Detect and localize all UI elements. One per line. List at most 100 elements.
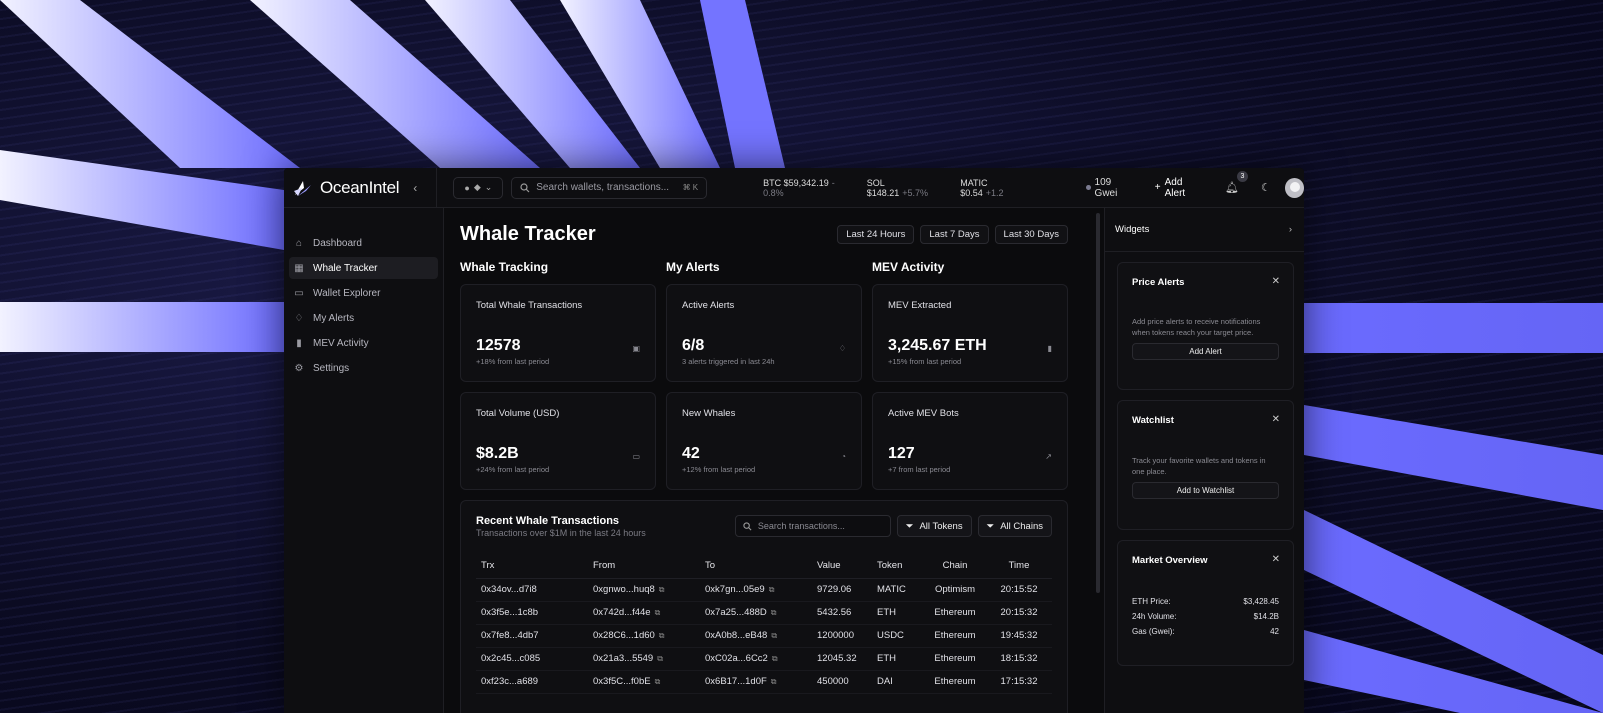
bell-icon: 🔔︎ xyxy=(1225,182,1239,194)
close-icon[interactable]: ✕ xyxy=(1271,554,1280,565)
page-header: Whale Tracker Last 24 Hours Last 7 Days … xyxy=(460,208,1068,260)
copy-icon[interactable]: ⧉ xyxy=(770,677,777,686)
copy-icon[interactable]: ⧉ xyxy=(771,654,778,663)
cell-text: Ethereum xyxy=(934,630,976,641)
cell-text: 0xf23c...a689 xyxy=(481,676,539,687)
cell-text: 0x742d...f44e xyxy=(593,607,651,618)
sidebar-item-dashboard[interactable]: ⌂ Dashboard xyxy=(289,232,438,254)
copy-icon[interactable]: ⧉ xyxy=(658,631,665,640)
copy-icon[interactable]: ⧉ xyxy=(654,608,661,617)
bell-icon: ♢ xyxy=(294,312,304,324)
sidebar-item-my-alerts[interactable]: ♢ My Alerts xyxy=(289,307,438,329)
card-value: 127 xyxy=(888,445,915,462)
widget-text: Track your favorite wallets and tokens i… xyxy=(1132,456,1266,476)
collapse-sidebar-icon[interactable]: ‹ xyxy=(413,180,418,195)
main-scrollbar[interactable] xyxy=(1096,213,1100,593)
chevron-right-icon[interactable]: › xyxy=(1288,224,1292,235)
filter-chains-button[interactable]: ⏷ All Chains xyxy=(977,515,1052,537)
table-row[interactable]: 0x34ov...d7i8 0xgnwo...huq8 ⧉ 0xk7gn...05e9… xyxy=(476,578,1052,602)
add-alert-button[interactable]: + Add Alert xyxy=(1155,177,1203,199)
col-trx[interactable]: Trx xyxy=(476,554,588,579)
table-row[interactable]: 0x7fe8...4db7 0x28C6...1d60 ⧉ 0xA0b8...eB48… xyxy=(476,624,1052,648)
table-cell: ETH xyxy=(872,601,924,625)
col-chain[interactable]: Chain xyxy=(924,554,986,579)
stat-card[interactable]: New Whales 42 +12% from last period ◔ xyxy=(666,392,862,490)
col-time[interactable]: Time xyxy=(986,554,1052,579)
market-rows: ETH Price: $3,428.45 24h Volume: $14.2B Ga… xyxy=(1132,594,1279,639)
card-value: 12578 xyxy=(476,337,521,354)
avatar[interactable] xyxy=(1284,177,1304,198)
cell-text: 5432.56 xyxy=(817,607,852,618)
range-30d-button[interactable]: Last 30 Days xyxy=(994,224,1068,244)
gas-indicator: 109 Gwei xyxy=(1085,177,1135,199)
page-title: Whale Tracker xyxy=(460,222,596,245)
copy-icon[interactable]: ⧉ xyxy=(657,654,663,663)
card-label: Active MEV Bots xyxy=(888,408,959,419)
table-cell: 19:45:32 xyxy=(986,624,1052,648)
cell-text: 20:15:32 xyxy=(1000,607,1038,618)
close-icon[interactable]: ✕ xyxy=(1271,276,1280,287)
cell-text: DAI xyxy=(877,676,893,687)
search-icon xyxy=(520,182,530,192)
range-7d-button[interactable]: Last 7 Days xyxy=(920,224,989,244)
table-cell: 20:15:52 xyxy=(986,578,1052,602)
stat-card[interactable]: Total Volume (USD) $8.2B +24% from last … xyxy=(460,392,656,490)
filter-tokens-button[interactable]: ⏷ All Tokens xyxy=(896,515,972,537)
cell-text: Ethereum xyxy=(934,607,976,618)
notification-badge: 3 xyxy=(1237,171,1248,182)
sidebar-item-settings[interactable]: ⚙ Settings xyxy=(289,357,438,379)
price-ticker: BTC $59,342.19 -0.8% SOL $148.21 +5.7% MAT… xyxy=(763,178,1030,198)
notifications-button[interactable]: 🔔︎ 3 xyxy=(1225,171,1248,194)
stat-card[interactable]: Active MEV Bots 127 +7 from last period … xyxy=(872,392,1068,490)
copy-icon[interactable]: ⧉ xyxy=(770,608,777,617)
cell-text: 0x6B17...1d0F xyxy=(705,676,767,687)
copy-icon[interactable]: ⧉ xyxy=(771,631,778,640)
col-to[interactable]: To xyxy=(700,554,812,579)
widget-title: Price Alerts xyxy=(1132,277,1185,288)
widgets-title: Widgets xyxy=(1115,224,1150,235)
sidebar-item-wallet-explorer[interactable]: ▭ Wallet Explorer xyxy=(289,282,438,304)
filter-icon: ⏷ xyxy=(986,520,995,532)
card-label: Total Whale Transactions xyxy=(476,300,583,311)
table-cell: MATIC xyxy=(872,578,924,602)
sidebar-item-whale-tracker[interactable]: ▦ Whale Tracker xyxy=(289,257,438,279)
close-icon[interactable]: ✕ xyxy=(1271,414,1280,425)
stat-sections: Whale Tracking Total Whale Transactions … xyxy=(460,260,1068,500)
add-alert-widget-button[interactable]: Add Alert xyxy=(1132,343,1279,360)
stat-card[interactable]: Active Alerts 6/8 3 alerts triggered in … xyxy=(666,284,862,382)
chain-selector[interactable]: ● ◆ ⌄ xyxy=(453,176,504,199)
copy-icon[interactable]: ⧉ xyxy=(654,677,661,686)
cell-text: Optimism xyxy=(934,584,976,595)
trend-up-icon: ↗ xyxy=(1045,452,1052,461)
copy-icon[interactable]: ⧉ xyxy=(768,585,775,594)
copy-icon[interactable]: ⧉ xyxy=(658,585,665,594)
col-from[interactable]: From xyxy=(588,554,700,579)
table-row[interactable]: 0x2c45...c085 0x21a3...5549 ⧉ 0xC02a...6Cc2… xyxy=(476,647,1052,671)
card-sub: +12% from last period xyxy=(682,465,756,474)
col-value[interactable]: Value xyxy=(812,554,872,579)
cell-text: MATIC xyxy=(877,584,906,595)
table-cell: DAI xyxy=(872,670,924,694)
stat-card[interactable]: MEV Extracted 3,245.67 ETH +15% from las… xyxy=(872,284,1068,382)
table-row[interactable]: 0x3f5e...1c8b 0x742d...f44e ⧉ 0x7a25...488D… xyxy=(476,601,1052,625)
sidebar: ⌂ Dashboard ▦ Whale Tracker ▭ Wallet Exp… xyxy=(284,208,444,713)
range-24h-button[interactable]: Last 24 Hours xyxy=(837,224,915,244)
table-cell: 0x3f5C...f0bE ⧉ xyxy=(588,670,700,694)
cell-text: 12045.32 xyxy=(817,653,857,664)
tx-search-input[interactable]: Search transactions... xyxy=(734,515,891,537)
global-search[interactable]: Search wallets, transactions... ⌘ K xyxy=(511,176,708,199)
card-sub: +24% from last period xyxy=(476,465,550,474)
table-cell: 450000 xyxy=(812,670,872,694)
sidebar-item-mev-activity[interactable]: ▮ MEV Activity xyxy=(289,332,438,354)
table-cell: 0xf23c...a689 xyxy=(476,670,588,694)
cell-text: 9729.06 xyxy=(817,584,852,595)
add-to-watchlist-button[interactable]: Add to Watchlist xyxy=(1132,482,1279,499)
stat-card[interactable]: Total Whale Transactions 12578 +18% from… xyxy=(460,284,656,382)
table-cell: 20:15:32 xyxy=(986,601,1052,625)
tx-tools: Search transactions... ⏷ All Tokens ⏷ Al… xyxy=(734,515,1052,537)
col-token[interactable]: Token xyxy=(872,554,924,579)
theme-toggle-moon-icon[interactable]: ☾ xyxy=(1261,182,1271,194)
card-label: Active Alerts xyxy=(682,300,735,311)
table-row[interactable]: 0xf23c...a689 0x3f5C...f0bE ⧉ 0x6B17...1d0F… xyxy=(476,670,1052,694)
